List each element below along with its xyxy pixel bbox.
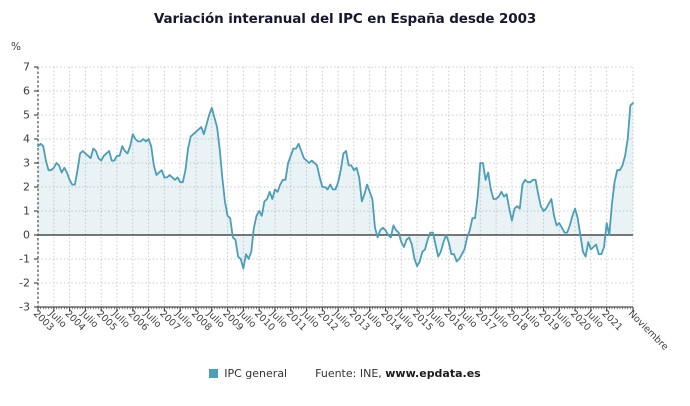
y-tick-label: 0 <box>23 229 30 242</box>
series-line <box>37 102 634 270</box>
chart-footer: IPC general Fuente: INE, www.epdata.es <box>0 367 690 380</box>
x-tick-label: Noviembre <box>626 308 671 353</box>
y-tick-label: 3 <box>23 157 30 170</box>
y-tick-label: -2 <box>19 277 30 290</box>
y-tick-label: 5 <box>23 109 30 122</box>
series-area <box>38 103 633 269</box>
y-tick-label: 7 <box>23 61 30 74</box>
y-tick-label: 2 <box>23 181 30 194</box>
chart-title: Variación interanual del IPC en España d… <box>153 11 537 27</box>
legend-label: IPC general <box>224 367 288 380</box>
source-prefix: Fuente: INE, <box>315 367 386 380</box>
y-tick-label: 6 <box>23 85 30 98</box>
source-text: Fuente: INE, www.epdata.es <box>315 367 481 380</box>
legend-swatch <box>209 369 219 378</box>
y-tick-label: -3 <box>19 301 30 314</box>
y-axis-unit-label: % <box>11 41 21 53</box>
y-tick-label: 4 <box>23 133 30 146</box>
y-tick-label: 1 <box>23 205 30 218</box>
source-link: www.epdata.es <box>385 367 481 380</box>
y-tick-label: -1 <box>19 253 30 266</box>
legend-item-ipc-general: IPC general <box>209 367 287 380</box>
